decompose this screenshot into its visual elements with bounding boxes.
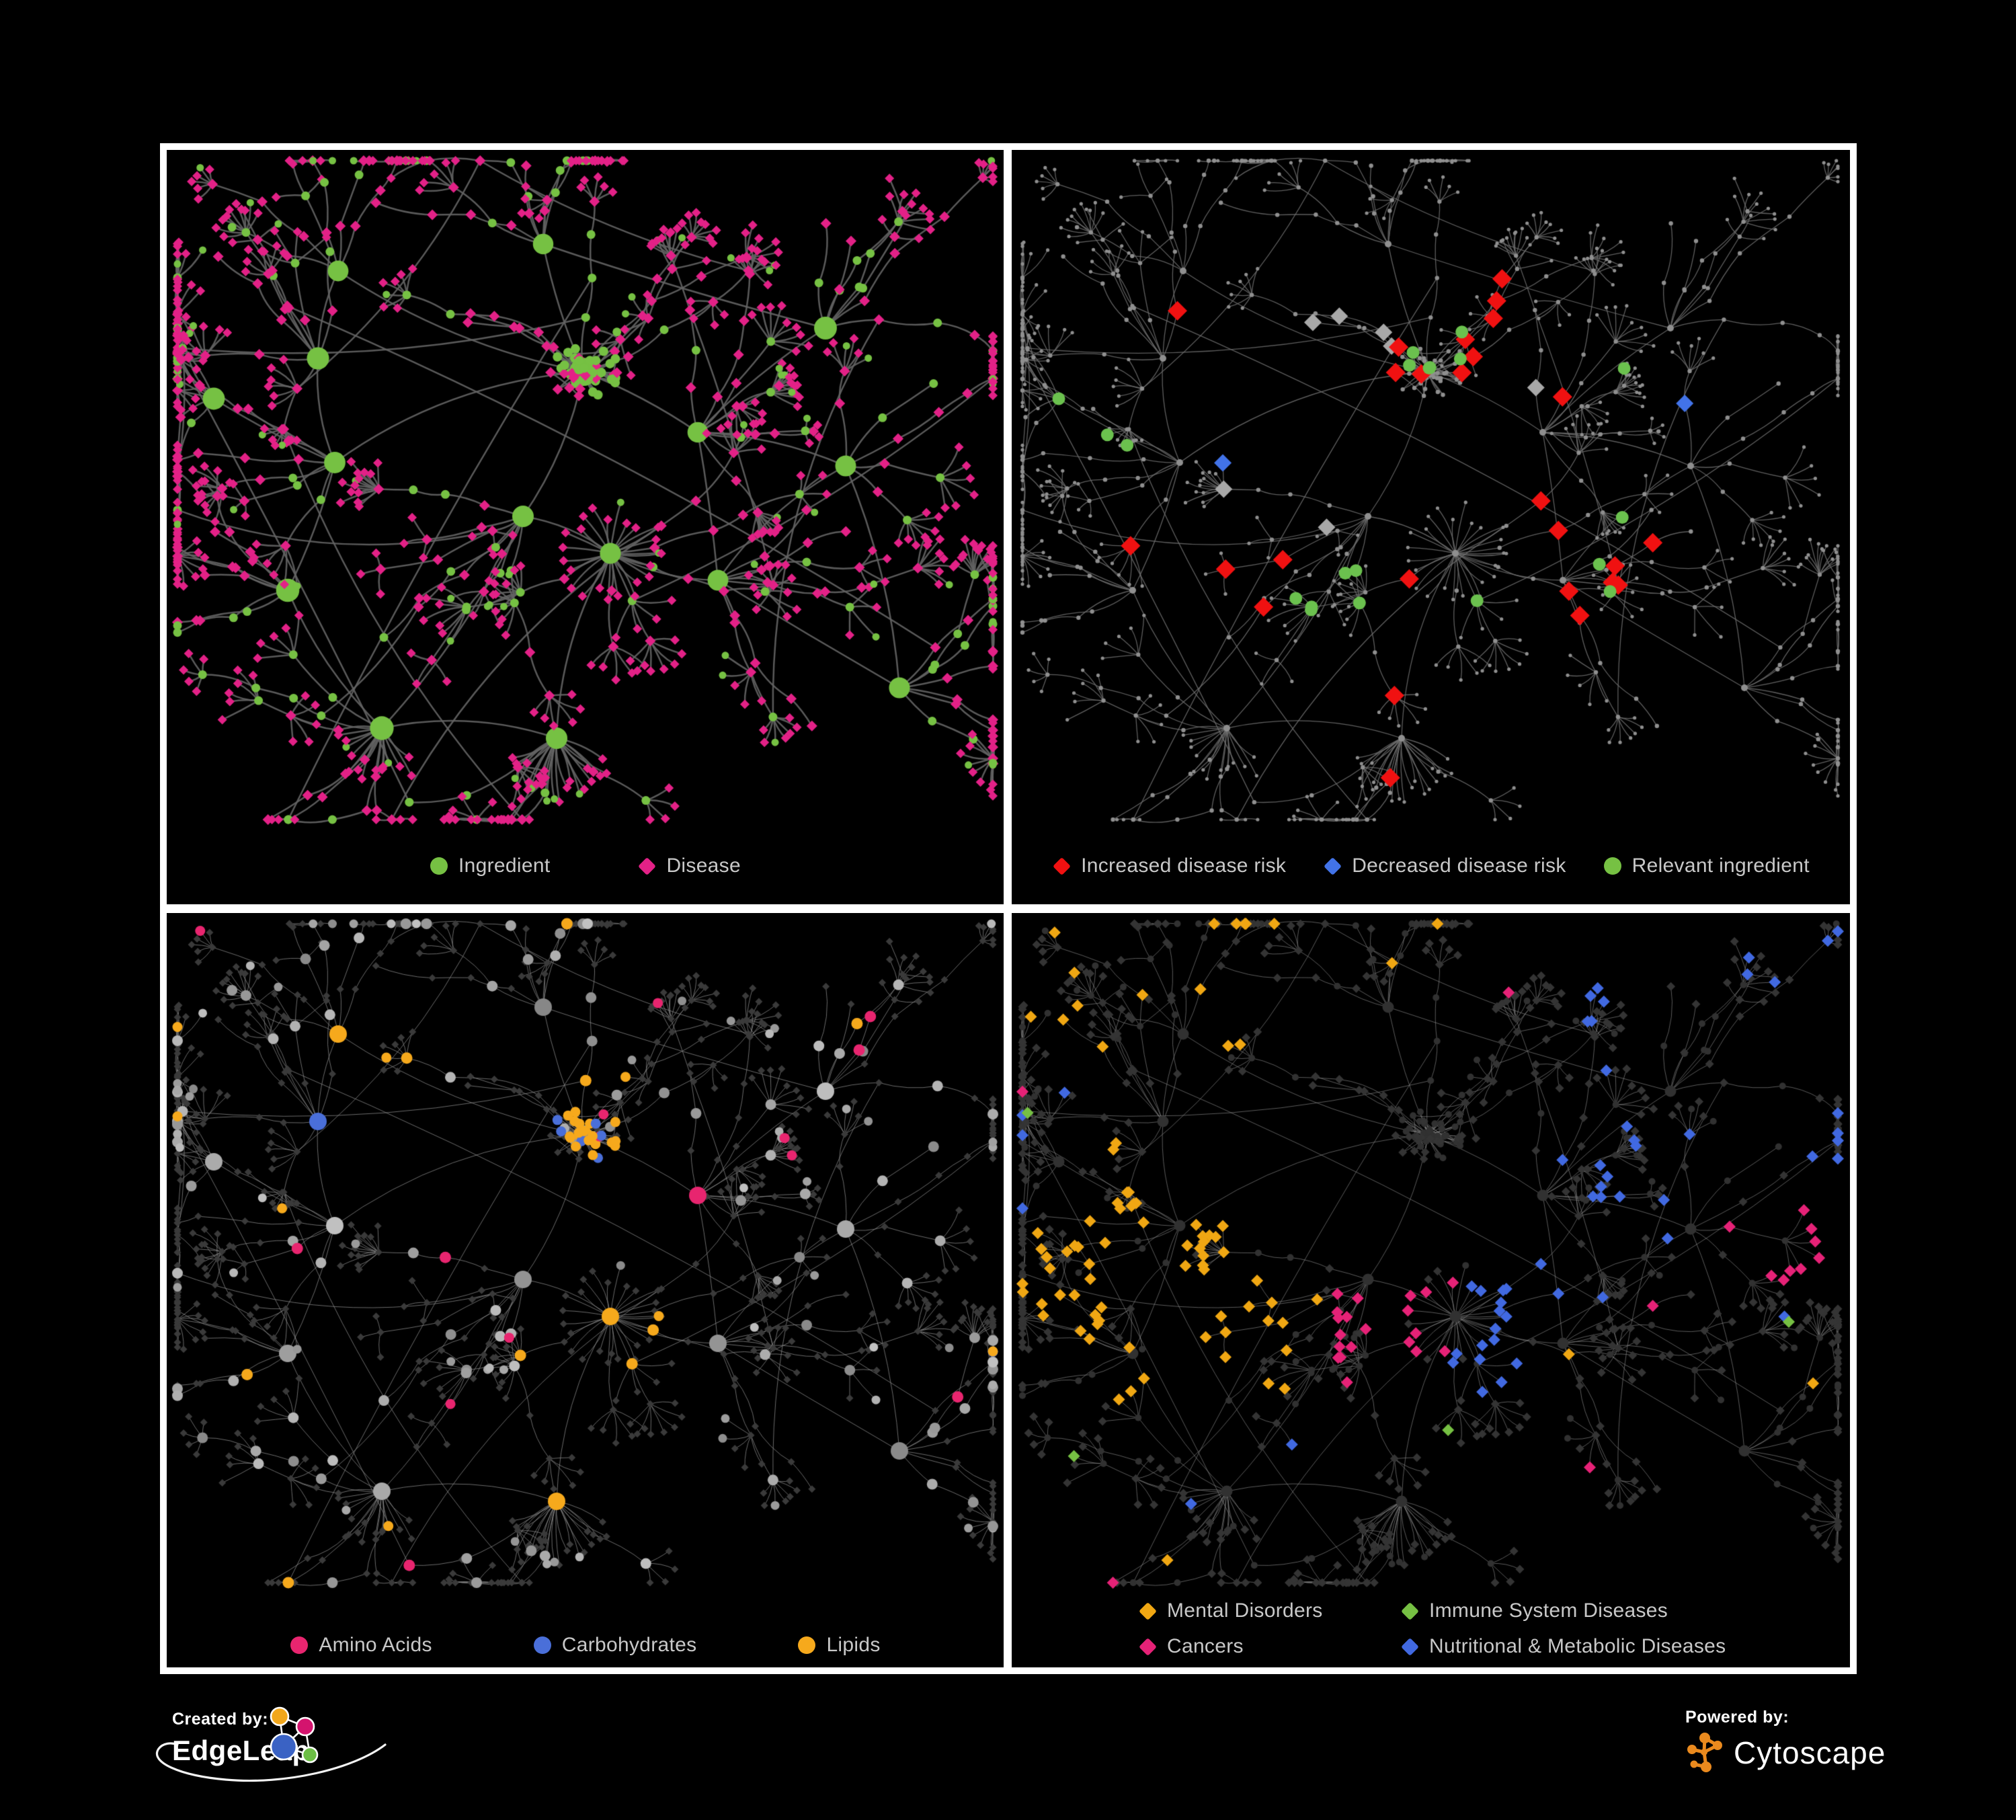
panel-ingredient-disease: Ingredient Disease <box>167 150 1004 904</box>
cytoscape-wordmark: Cytoscape <box>1734 1735 1886 1770</box>
legend-circle-swatch <box>290 1636 309 1655</box>
legend-nutrient-classes: Amino Acids Carbohydrates Lipids <box>167 1634 1004 1657</box>
legend-diamond-swatch <box>1052 857 1071 875</box>
cytoscape-logo <box>1687 1733 1722 1772</box>
legend-label: Lipids <box>826 1634 881 1656</box>
legend-ingredient-disease: Ingredient Disease <box>167 855 1004 877</box>
edgeleap-wordmark: EdgeLeap <box>172 1735 310 1766</box>
panel-nutrient-classes: Amino Acids Carbohydrates Lipids <box>167 913 1004 1667</box>
legend-item: Lipids <box>797 1634 880 1657</box>
legend-item: Decreased disease risk <box>1323 855 1566 877</box>
legend-circle-swatch <box>430 857 448 875</box>
network-canvas-nutrient-classes <box>167 913 1004 1592</box>
legend-label: Disease <box>666 855 741 877</box>
legend-item: Carbohydrates <box>533 1634 697 1657</box>
legend-diamond-swatch <box>1138 1637 1157 1656</box>
legend-diamond-swatch <box>1323 857 1342 875</box>
legend-item: Amino Acids <box>290 1634 432 1657</box>
network-canvas-disease-risk <box>1012 150 1849 829</box>
legend-label: Relevant ingredient <box>1631 855 1810 877</box>
legend-label: Ingredient <box>458 855 551 877</box>
panel-disease-risk: Increased disease risk Decreased disease … <box>1012 150 1850 904</box>
network-canvas-ingredient-disease <box>167 150 1004 829</box>
legend-circle-swatch <box>533 1636 552 1655</box>
panel-disease-classes: Mental Disorders Immune System Diseases Ca… <box>1012 913 1850 1667</box>
legend-item: Disease <box>637 855 741 877</box>
legend-label: Cancers <box>1167 1635 1244 1657</box>
legend-item: Cancers <box>1138 1635 1400 1658</box>
legend-circle-swatch <box>797 1636 816 1655</box>
legend-label: Amino Acids <box>319 1634 432 1656</box>
legend-label: Nutritional & Metabolic Diseases <box>1429 1635 1726 1657</box>
edgeleap-credit: Created by: EdgeLeap <box>156 1706 387 1782</box>
legend-label: Decreased disease risk <box>1352 855 1566 877</box>
legend-label: Carbohydrates <box>561 1634 697 1656</box>
legend-disease-risk: Increased disease risk Decreased disease … <box>1012 855 1850 877</box>
powered-by-label: Powered by: <box>1685 1708 1789 1727</box>
legend-diamond-swatch <box>1400 1637 1419 1656</box>
legend-item: Nutritional & Metabolic Diseases <box>1400 1635 1726 1658</box>
created-by-label: Created by: <box>172 1710 269 1729</box>
legend-item: Ingredient <box>430 855 550 877</box>
legend-label: Immune System Diseases <box>1429 1599 1668 1622</box>
legend-item: Immune System Diseases <box>1400 1599 1726 1622</box>
legend-item: Relevant ingredient <box>1603 855 1810 877</box>
figure-board: Ingredient Disease Increased disease risk… <box>160 143 1857 1674</box>
legend-disease-classes: Mental Disorders Immune System Diseases Ca… <box>1138 1599 1726 1658</box>
legend-label: Increased disease risk <box>1081 855 1287 877</box>
legend-item: Increased disease risk <box>1052 855 1286 877</box>
cytoscape-credit: Powered by: Cytoscape <box>1685 1708 1886 1774</box>
network-canvas-disease-classes <box>1012 913 1849 1592</box>
legend-diamond-swatch <box>1138 1601 1157 1620</box>
legend-diamond-swatch <box>637 857 656 875</box>
legend-diamond-swatch <box>1400 1601 1419 1620</box>
legend-circle-swatch <box>1603 857 1622 875</box>
legend-item: Mental Disorders <box>1138 1599 1400 1622</box>
legend-label: Mental Disorders <box>1167 1599 1323 1622</box>
